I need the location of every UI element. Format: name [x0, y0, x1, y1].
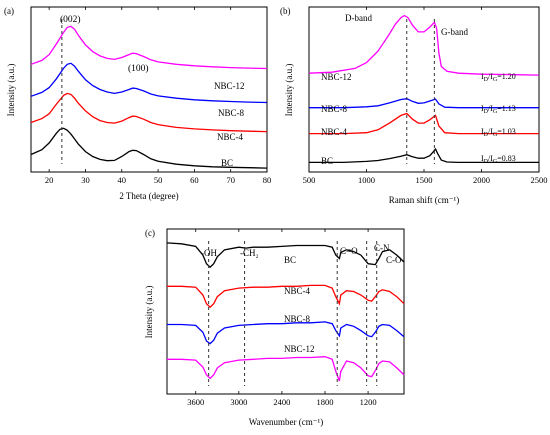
annotation-ch2: -CH₂	[240, 248, 259, 258]
panel-c-label: (c)	[145, 228, 155, 238]
legend-c-bc: BC	[284, 255, 296, 265]
legend-c-nbc8: NBC-8	[284, 314, 311, 324]
series-line-nbc-12	[30, 25, 268, 70]
panel-a-x-ticks: 20 30 40 50 60 70 80	[45, 7, 271, 185]
panel-c-frame	[166, 228, 405, 395]
legend-c-nbc12: NBC-12	[284, 344, 315, 354]
panel-a-curves	[30, 25, 268, 169]
panel-a-frame	[30, 6, 268, 173]
series-line-nbc-12	[308, 14, 540, 76]
panel-b-raman: (b) 500 1000 1500 2000 2500 D-band G-band NB…	[280, 6, 548, 205]
x-tick-label: 3600	[187, 397, 204, 407]
annotation-co-double: C=O	[340, 246, 358, 256]
panel-b-label: (b)	[280, 6, 291, 16]
ratio-nbc4: ID/IG=1.03	[481, 127, 516, 138]
x-tick-label: 500	[303, 175, 316, 185]
x-tick-label: 1200	[360, 397, 377, 407]
x-tick-label: 1800	[317, 397, 334, 407]
ratio-nbc12: ID/IG=1.20	[481, 72, 516, 83]
legend-a-bc: BC	[221, 158, 233, 168]
series-line-nbc-4	[167, 284, 405, 309]
panel-c-ylabel: Intensity (a.u.)	[144, 286, 154, 339]
panel-a-label: (a)	[4, 6, 14, 16]
panel-b-xlabel: Raman shift (cm⁻¹)	[389, 195, 459, 205]
legend-a-nbc4: NBC-4	[217, 132, 244, 142]
panel-b-curves	[308, 14, 540, 164]
x-tick-label: 2400	[273, 397, 290, 407]
x-tick-label: 80	[263, 175, 272, 185]
x-tick-label: 1000	[358, 175, 375, 185]
panel-c-dashed-lines	[208, 241, 378, 386]
x-tick-label: 70	[226, 175, 235, 185]
panel-b-dashed-lines	[406, 19, 435, 164]
annotation-g-band: G-band	[441, 27, 468, 37]
legend-b-bc: BC	[321, 156, 333, 166]
x-tick-label: 2500	[531, 175, 548, 185]
series-line-nbc-8	[30, 62, 268, 104]
legend-b-nbc12: NBC-12	[321, 72, 352, 82]
annotation-oh: -OH	[201, 248, 217, 258]
x-tick-label: 2000	[473, 175, 490, 185]
series-line-bc	[309, 147, 539, 164]
annotation-002: (002)	[60, 14, 81, 25]
ratio-nbc8: ID/IG=1.13	[481, 104, 516, 115]
x-tick-label: 40	[118, 175, 127, 185]
panel-a-ylabel: Intensity (a.u.)	[6, 64, 16, 117]
panel-c-curves	[166, 242, 405, 382]
legend-a-nbc12: NBC-12	[214, 81, 245, 91]
panel-c-xlabel: Wavenumber (cm⁻¹)	[249, 417, 323, 427]
annotation-100: (100)	[128, 63, 149, 74]
legend-a-nbc8: NBC-8	[218, 108, 245, 118]
panel-a-xrd: (a) 20 30 40 50 60 70 80 (002) (100) NBC-12 NB…	[4, 6, 271, 201]
series-line-nbc-12	[167, 356, 405, 382]
panel-a-xlabel: 2 Theta (degree)	[119, 191, 178, 201]
series-line-bc	[166, 242, 405, 269]
legend-c-nbc4: NBC-4	[284, 286, 311, 296]
series-line-nbc-4	[30, 92, 268, 133]
x-tick-label: 20	[45, 175, 54, 185]
ratio-bc: ID/IG=0.83	[481, 154, 516, 165]
annotation-cn: C-N	[374, 243, 390, 253]
x-tick-label: 1500	[416, 175, 433, 185]
annotation-d-band: D-band	[345, 13, 372, 23]
annotation-co: C-O	[386, 255, 402, 265]
x-tick-label: 30	[81, 175, 90, 185]
legend-b-nbc4: NBC-4	[321, 127, 348, 137]
x-tick-label: 50	[154, 175, 163, 185]
x-tick-label: 3000	[230, 397, 247, 407]
panel-b-ylabel: Intensity (a.u.)	[284, 64, 294, 117]
panel-c-x-ticks: 3600 3000 2400 1800 1200	[187, 229, 377, 407]
series-line-nbc-8	[309, 98, 539, 109]
series-line-nbc-8	[167, 321, 405, 345]
panel-c-ftir: (c) 3600 3000 2400 1800 1200 -OH -CH₂ C=O C-…	[144, 228, 405, 427]
series-line-nbc-4	[309, 112, 539, 135]
panel-b-x-ticks: 500 1000 1500 2000 2500	[303, 7, 548, 185]
x-tick-label: 60	[190, 175, 199, 185]
legend-b-nbc8: NBC-8	[321, 104, 348, 114]
